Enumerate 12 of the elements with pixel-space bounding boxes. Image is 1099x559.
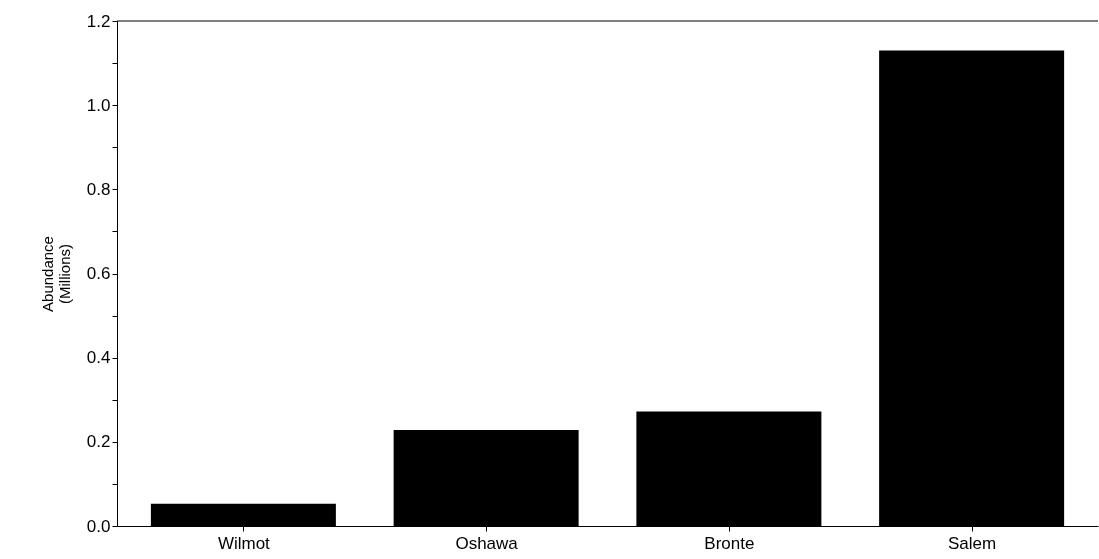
y-axis-title: Abundance (Millions) [38, 236, 73, 312]
x-tick-label: Bronte [704, 533, 755, 553]
y-tick-label: 0.4 [86, 348, 111, 368]
y-tick-label: 0.2 [86, 432, 111, 452]
y-tick-label: 1.0 [86, 95, 111, 115]
x-tick-label: Oshawa [455, 533, 519, 553]
y-tick-label: 1.2 [86, 11, 111, 31]
y-tick-label: 0.0 [86, 516, 111, 536]
x-tick-label: Salem [948, 533, 997, 553]
x-tick-label: Wilmot [217, 533, 271, 553]
y-tick-label: 0.6 [86, 264, 111, 283]
y-tick-label: 0.8 [86, 179, 111, 199]
